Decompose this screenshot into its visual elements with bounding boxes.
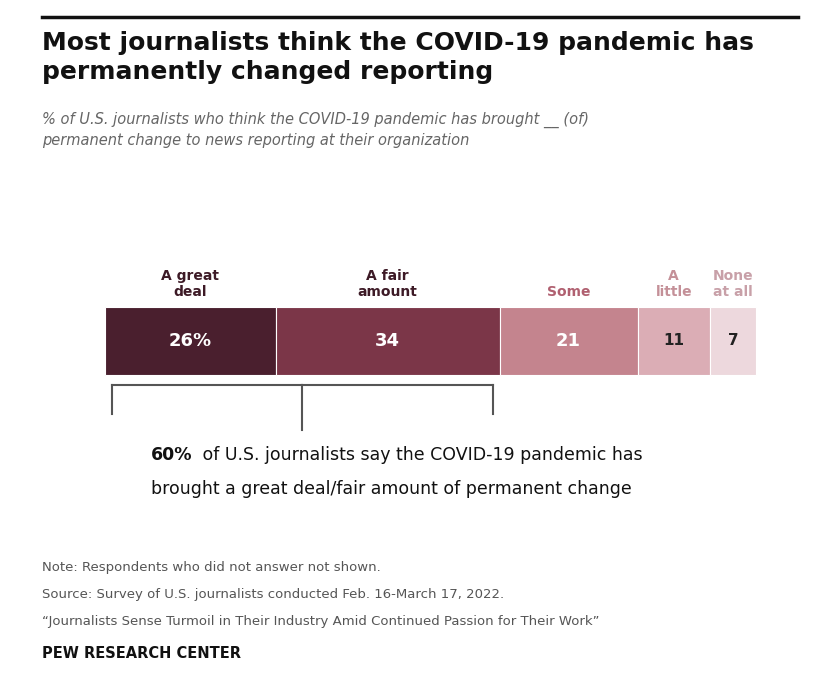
- Text: Most journalists think the COVID-19 pandemic has
permanently changed reporting: Most journalists think the COVID-19 pand…: [42, 31, 753, 84]
- Text: brought a great deal/fair amount of permanent change: brought a great deal/fair amount of perm…: [150, 479, 632, 498]
- Text: PEW RESEARCH CENTER: PEW RESEARCH CENTER: [42, 646, 241, 661]
- Text: A
little: A little: [655, 269, 692, 299]
- Text: 60%: 60%: [150, 445, 192, 464]
- Text: “Journalists Sense Turmoil in Their Industry Amid Continued Passion for Their Wo: “Journalists Sense Turmoil in Their Indu…: [42, 615, 600, 628]
- Text: Source: Survey of U.S. journalists conducted Feb. 16-March 17, 2022.: Source: Survey of U.S. journalists condu…: [42, 588, 504, 601]
- Bar: [276, 307, 500, 375]
- Text: A fair
amount: A fair amount: [358, 269, 417, 299]
- Bar: [105, 307, 276, 375]
- Text: 7: 7: [727, 333, 738, 348]
- Text: 21: 21: [556, 332, 581, 350]
- Text: Some: Some: [547, 285, 591, 299]
- Bar: [710, 307, 756, 375]
- Text: Note: Respondents who did not answer not shown.: Note: Respondents who did not answer not…: [42, 561, 381, 574]
- Text: None
at all: None at all: [712, 269, 753, 299]
- Bar: [500, 307, 638, 375]
- Text: 11: 11: [664, 333, 685, 348]
- Text: of U.S. journalists say the COVID-19 pandemic has: of U.S. journalists say the COVID-19 pan…: [197, 445, 643, 464]
- Text: A great
deal: A great deal: [161, 269, 219, 299]
- Text: 26%: 26%: [169, 332, 212, 350]
- Text: 34: 34: [375, 332, 400, 350]
- Bar: [638, 307, 710, 375]
- Text: % of U.S. journalists who think the COVID-19 pandemic has brought __ (of)
perman: % of U.S. journalists who think the COVI…: [42, 112, 589, 148]
